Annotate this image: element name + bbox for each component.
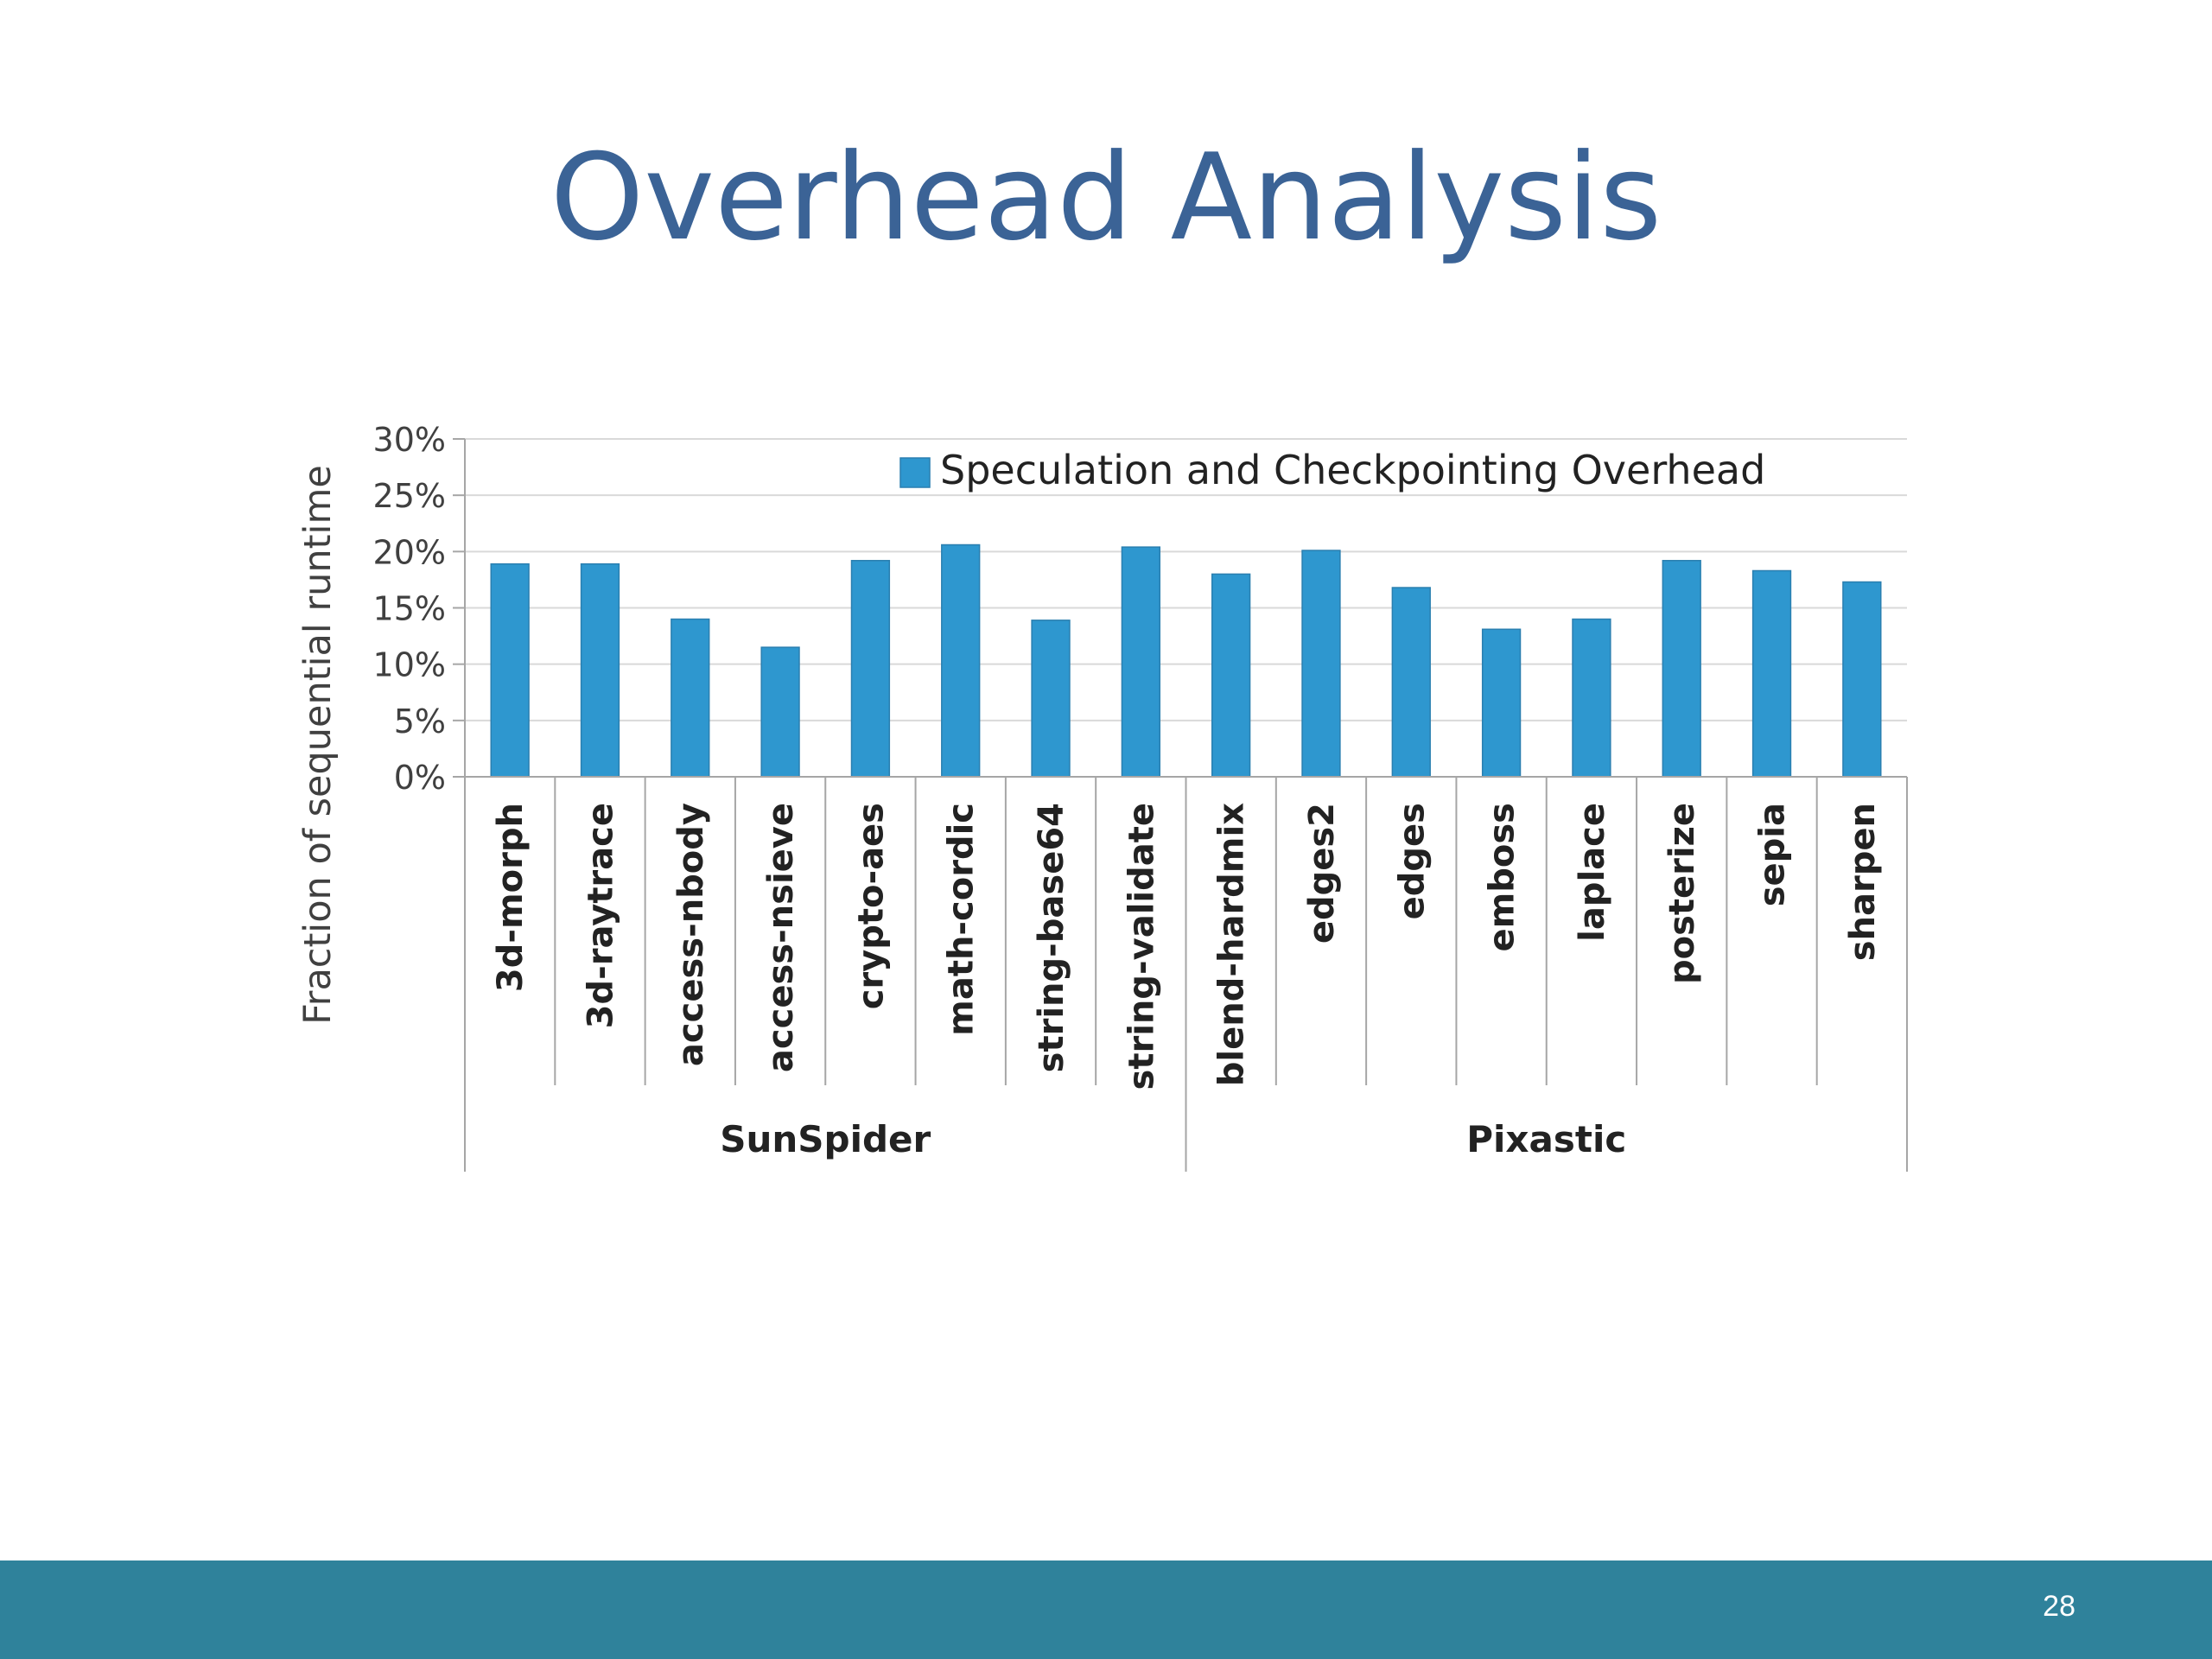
overhead-bar-chart: 0% 5% 10% 15% 20% 25% 30% 3d-morph 3d-raytrace a… <box>296 421 1908 1172</box>
x-tick-label: 3d-morph <box>491 803 531 992</box>
bar <box>1211 573 1251 778</box>
x-tick-label: laplace <box>1573 803 1612 942</box>
y-tick-label: 0% <box>394 759 446 797</box>
x-tick-label: posterize <box>1662 803 1702 984</box>
bar <box>671 618 710 778</box>
legend-swatch <box>899 457 931 488</box>
x-tick-label: crypto-aes <box>851 803 891 1009</box>
x-tick-label: 3d-raytrace <box>581 803 620 1028</box>
y-tick-label: 15% <box>373 590 446 628</box>
bar <box>1121 546 1160 778</box>
slide-title: Overhead Analysis <box>550 128 1662 267</box>
x-tick-label: emboss <box>1483 803 1522 952</box>
y-tick-labels: 0% 5% 10% 15% 20% 25% 30% <box>373 421 446 797</box>
x-tick-label: edges2 <box>1302 803 1342 944</box>
bar <box>1481 628 1522 778</box>
bar <box>1662 560 1701 778</box>
x-tick-label: sepia <box>1753 803 1793 906</box>
bar <box>580 563 620 778</box>
group-label: SunSpider <box>720 1118 931 1160</box>
x-tick-labels: 3d-morph 3d-raytrace access-nbody access-ns… <box>491 803 1883 1090</box>
footer-bar <box>0 1560 2212 1659</box>
bar <box>1031 620 1071 778</box>
bar <box>1751 569 1792 778</box>
bar <box>1842 581 1882 778</box>
y-tick-label: 25% <box>373 477 446 515</box>
x-tick-label: sharpen <box>1843 803 1883 961</box>
bar <box>1391 587 1431 778</box>
axes <box>453 438 1908 1172</box>
y-axis-label: Fraction of sequential runtime <box>296 465 340 1025</box>
y-tick-label: 20% <box>373 533 446 571</box>
legend-label: Speculation and Checkpointing Overhead <box>940 447 1765 493</box>
page-number: 28 <box>2043 1590 2075 1623</box>
group-label: Pixastic <box>1466 1118 1626 1160</box>
legend: Speculation and Checkpointing Overhead <box>899 447 1765 493</box>
bar <box>850 560 891 778</box>
x-tick-label: access-nsieve <box>761 803 801 1072</box>
x-tick-label: access-nbody <box>671 803 711 1066</box>
x-tick-label: string-validate <box>1122 803 1161 1090</box>
bar <box>1301 550 1341 778</box>
y-tick-label: 30% <box>373 421 446 459</box>
x-tick-label: edges <box>1392 803 1432 919</box>
bars <box>490 543 1882 778</box>
x-tick-label: math-cordic <box>942 803 982 1036</box>
bar <box>490 563 530 778</box>
y-tick-label: 5% <box>394 702 446 741</box>
category-groups: SunSpider Pixastic <box>720 1118 1626 1160</box>
bar <box>1572 618 1611 778</box>
bar <box>941 543 981 778</box>
x-tick-label: blend-hardmix <box>1212 803 1252 1086</box>
y-tick-label: 10% <box>373 646 446 684</box>
x-tick-label: string-base64 <box>1032 803 1071 1072</box>
bar <box>760 646 800 778</box>
